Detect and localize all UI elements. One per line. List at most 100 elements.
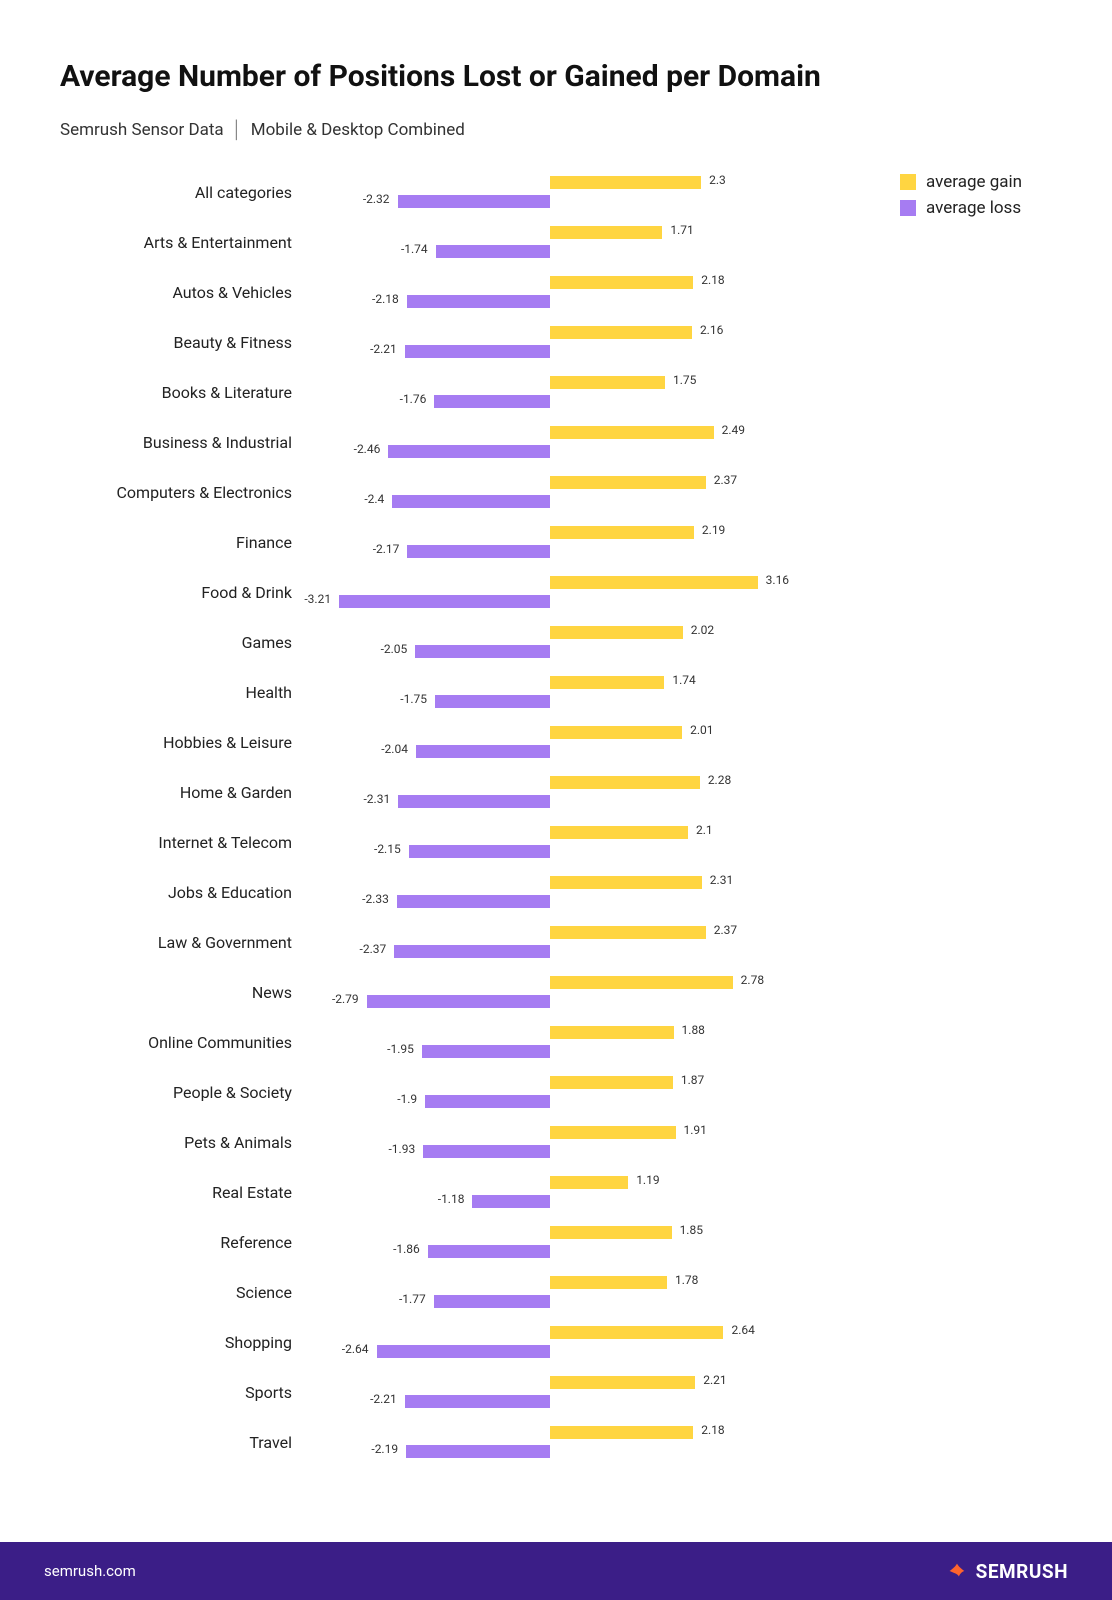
chart-row: Health1.74-1.75 xyxy=(60,668,870,718)
value-loss: -2.33 xyxy=(362,892,389,906)
category-label: All categories xyxy=(60,183,320,202)
legend-label-gain: average gain xyxy=(926,172,1022,192)
category-label: Internet & Telecom xyxy=(60,833,320,852)
bar-loss xyxy=(394,945,550,958)
value-loss: -2.32 xyxy=(363,192,390,206)
bar-gain xyxy=(550,1176,628,1189)
bar-pair: 2.28-2.31 xyxy=(320,768,780,818)
bar-loss xyxy=(392,495,550,508)
chart-row: Law & Government2.37-2.37 xyxy=(60,918,870,968)
category-label: Law & Government xyxy=(60,933,320,952)
value-gain: 1.91 xyxy=(684,1123,707,1137)
bar-pair: 2.37 -2.4 xyxy=(320,468,780,518)
bar-gain xyxy=(550,526,694,539)
subtitle-separator: │ xyxy=(232,120,243,140)
bar-gain xyxy=(550,1376,695,1389)
bar-loss xyxy=(397,895,550,908)
chart-row: News2.78-2.79 xyxy=(60,968,870,1018)
value-loss: -3.21 xyxy=(304,592,331,606)
chart-row: Home & Garden2.28-2.31 xyxy=(60,768,870,818)
flame-icon xyxy=(946,1560,968,1582)
value-loss: -2.46 xyxy=(354,442,381,456)
diverging-bar-chart: All categories2.3-2.32Arts & Entertainme… xyxy=(60,168,870,1468)
value-loss: -2.18 xyxy=(372,292,399,306)
bar-pair: 1.75-1.76 xyxy=(320,368,780,418)
bar-gain xyxy=(550,626,683,639)
category-label: Real Estate xyxy=(60,1183,320,1202)
value-loss: -1.18 xyxy=(438,1192,465,1206)
bar-pair: 2.49-2.46 xyxy=(320,418,780,468)
bar-pair: 1.78-1.77 xyxy=(320,1268,780,1318)
chart-row: Beauty & Fitness 2.16 -2.21 xyxy=(60,318,870,368)
bar-loss xyxy=(398,195,550,208)
category-label: Food & Drink xyxy=(60,583,320,602)
category-label: Pets & Animals xyxy=(60,1133,320,1152)
value-loss: -2.37 xyxy=(360,942,387,956)
value-loss: -2.21 xyxy=(370,342,397,356)
bar-gain xyxy=(550,676,664,689)
bar-pair: 2.19-2.17 xyxy=(320,518,780,568)
bar-gain xyxy=(550,576,758,589)
bar-pair: 2.16 -2.21 xyxy=(320,318,780,368)
chart-row: Hobbies & Leisure2.01-2.04 xyxy=(60,718,870,768)
bar-pair: 1.85-1.86 xyxy=(320,1218,780,1268)
bar-loss xyxy=(436,245,550,258)
bar-pair: 2.18-2.19 xyxy=(320,1418,780,1468)
chart-title: Average Number of Positions Lost or Gain… xyxy=(60,58,880,96)
bar-pair: 2.02-2.05 xyxy=(320,618,780,668)
legend-swatch-loss xyxy=(900,200,916,216)
value-gain: 2.37 xyxy=(714,473,737,487)
chart-row: Food & Drink3.16-3.21 xyxy=(60,568,870,618)
bar-gain xyxy=(550,226,662,239)
category-label: Beauty & Fitness xyxy=(60,333,320,352)
bar-loss xyxy=(405,1395,550,1408)
category-label: Books & Literature xyxy=(60,383,320,402)
bar-loss xyxy=(388,445,550,458)
chart-row: Books & Literature1.75-1.76 xyxy=(60,368,870,418)
value-loss: -2.4 xyxy=(364,492,384,506)
value-loss: -1.95 xyxy=(387,1042,414,1056)
bar-gain xyxy=(550,1276,667,1289)
chart-row: Games2.02-2.05 xyxy=(60,618,870,668)
value-gain: 2.01 xyxy=(690,723,713,737)
value-gain: 2.21 xyxy=(703,1373,726,1387)
value-loss: -2.19 xyxy=(371,1442,398,1456)
chart-row: Shopping2.64-2.64 xyxy=(60,1318,870,1368)
brand-logo: SEMRUSH xyxy=(946,1560,1068,1583)
value-loss: -2.31 xyxy=(363,792,390,806)
bar-pair: 3.16-3.21 xyxy=(320,568,780,618)
value-loss: -2.15 xyxy=(374,842,401,856)
bar-loss xyxy=(423,1145,550,1158)
legend-item-loss: average loss xyxy=(900,198,1022,218)
category-label: Business & Industrial xyxy=(60,433,320,452)
chart-row: People & Society1.87-1.9 xyxy=(60,1068,870,1118)
legend-label-loss: average loss xyxy=(926,198,1021,218)
bar-gain xyxy=(550,976,733,989)
value-gain: 1.74 xyxy=(672,673,695,687)
bar-loss xyxy=(428,1245,550,1258)
value-loss: -2.79 xyxy=(332,992,359,1006)
value-gain: 2.31 xyxy=(710,873,733,887)
legend-swatch-gain xyxy=(900,174,916,190)
value-gain: 2.3 xyxy=(709,173,726,187)
category-label: Hobbies & Leisure xyxy=(60,733,320,752)
value-loss: -1.74 xyxy=(401,242,428,256)
value-loss: -1.77 xyxy=(399,1292,426,1306)
bar-pair: 1.87-1.9 xyxy=(320,1068,780,1118)
bar-loss xyxy=(339,595,550,608)
bar-pair: 1.71-1.74 xyxy=(320,218,780,268)
value-gain: 1.19 xyxy=(636,1173,659,1187)
value-loss: -1.76 xyxy=(400,392,427,406)
bar-pair: 2.1-2.15 xyxy=(320,818,780,868)
bar-loss xyxy=(472,1195,550,1208)
bar-loss xyxy=(435,695,550,708)
bar-pair: 2.37-2.37 xyxy=(320,918,780,968)
bar-gain xyxy=(550,776,700,789)
value-gain: 1.88 xyxy=(682,1023,705,1037)
value-loss: -1.75 xyxy=(400,692,427,706)
category-label: Reference xyxy=(60,1233,320,1252)
bar-gain xyxy=(550,326,692,339)
bar-loss xyxy=(422,1045,550,1058)
value-gain: 2.16 xyxy=(700,323,723,337)
value-loss: -1.93 xyxy=(388,1142,415,1156)
